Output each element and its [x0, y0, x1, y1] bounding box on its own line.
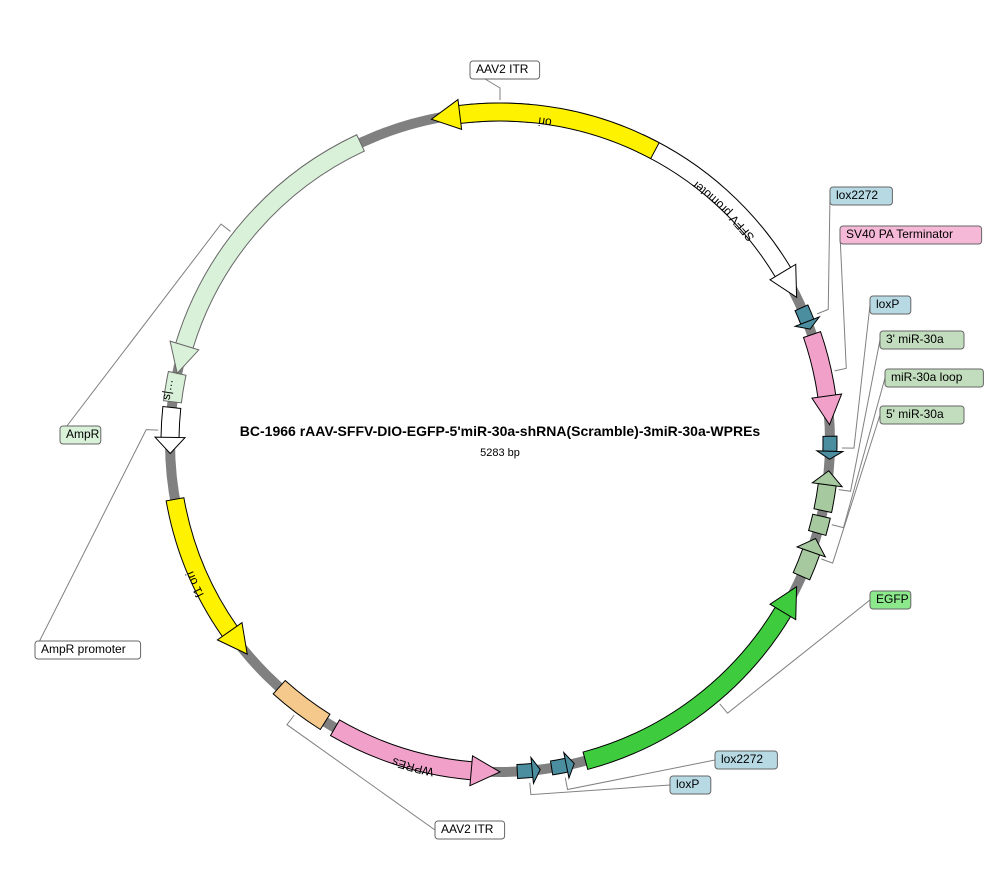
leader-AmpR promoter: [35, 430, 158, 650]
leader-loxP-1: [842, 305, 870, 448]
feature-AmpR: [170, 135, 364, 374]
leader-3' miR-30a: [839, 340, 880, 491]
feature-AmpR promoter: [155, 407, 185, 454]
leader-AmpR: [60, 224, 231, 435]
feature-SFFV promoter: [636, 135, 797, 298]
label-text-AAV2 ITR: AAV2 ITR: [476, 62, 529, 76]
feature-5' miR-30a: [793, 538, 825, 579]
feature-lox2272-1: [795, 305, 819, 329]
plasmid-map: AAV2 ITRSFFV promoterlox2272SV40 PA Term…: [0, 0, 1000, 884]
feature-SV40 PA: [804, 332, 842, 425]
label-text-lox2272-1: lox2272: [836, 188, 878, 202]
feature-3' miR-30a: [812, 471, 842, 513]
label-text-lox2272-2: lox2272: [721, 752, 763, 766]
label-text-miR-30a loop: miR-30a loop: [891, 370, 963, 384]
feature-miR-30a loop: [809, 514, 831, 535]
label-text-AmpR: AmpR: [66, 427, 100, 441]
label-text-loxP-1: loxP: [876, 297, 899, 311]
feature-loxP-2: [517, 757, 540, 783]
label-text-AmpR promoter: AmpR promoter: [41, 642, 126, 656]
plasmid-title: BC-1966 rAAV-SFFV-DIO-EGFP-5'miR-30a-shR…: [240, 423, 761, 439]
label-text-AAV2 ITR-2: AAV2 ITR: [441, 822, 494, 836]
feature-f1 ori: [166, 498, 247, 654]
feature-EGFP: [583, 587, 797, 770]
label-text-EGFP: EGFP: [876, 592, 909, 606]
feature-AAV2 ITR-2: [273, 681, 330, 730]
leader-SV40 PA: [835, 235, 847, 371]
label-text-loxP-2: loxP: [676, 777, 699, 791]
feature-WPREs: [331, 720, 501, 786]
feature-lox2272-2: [551, 753, 575, 778]
label-text-5' miR-30a: 5' miR-30a: [886, 407, 944, 421]
leader-lox2272-1: [817, 196, 830, 314]
label-text-3' miR-30a: 3' miR-30a: [886, 332, 944, 346]
plasmid-size: 5283 bp: [480, 447, 520, 459]
label-ori: ori: [538, 114, 553, 130]
feature-loxP-1: [817, 436, 843, 459]
label-text-SV40 PA: SV40 PA Terminator: [846, 227, 953, 241]
leader-loxP-2: [530, 783, 670, 795]
